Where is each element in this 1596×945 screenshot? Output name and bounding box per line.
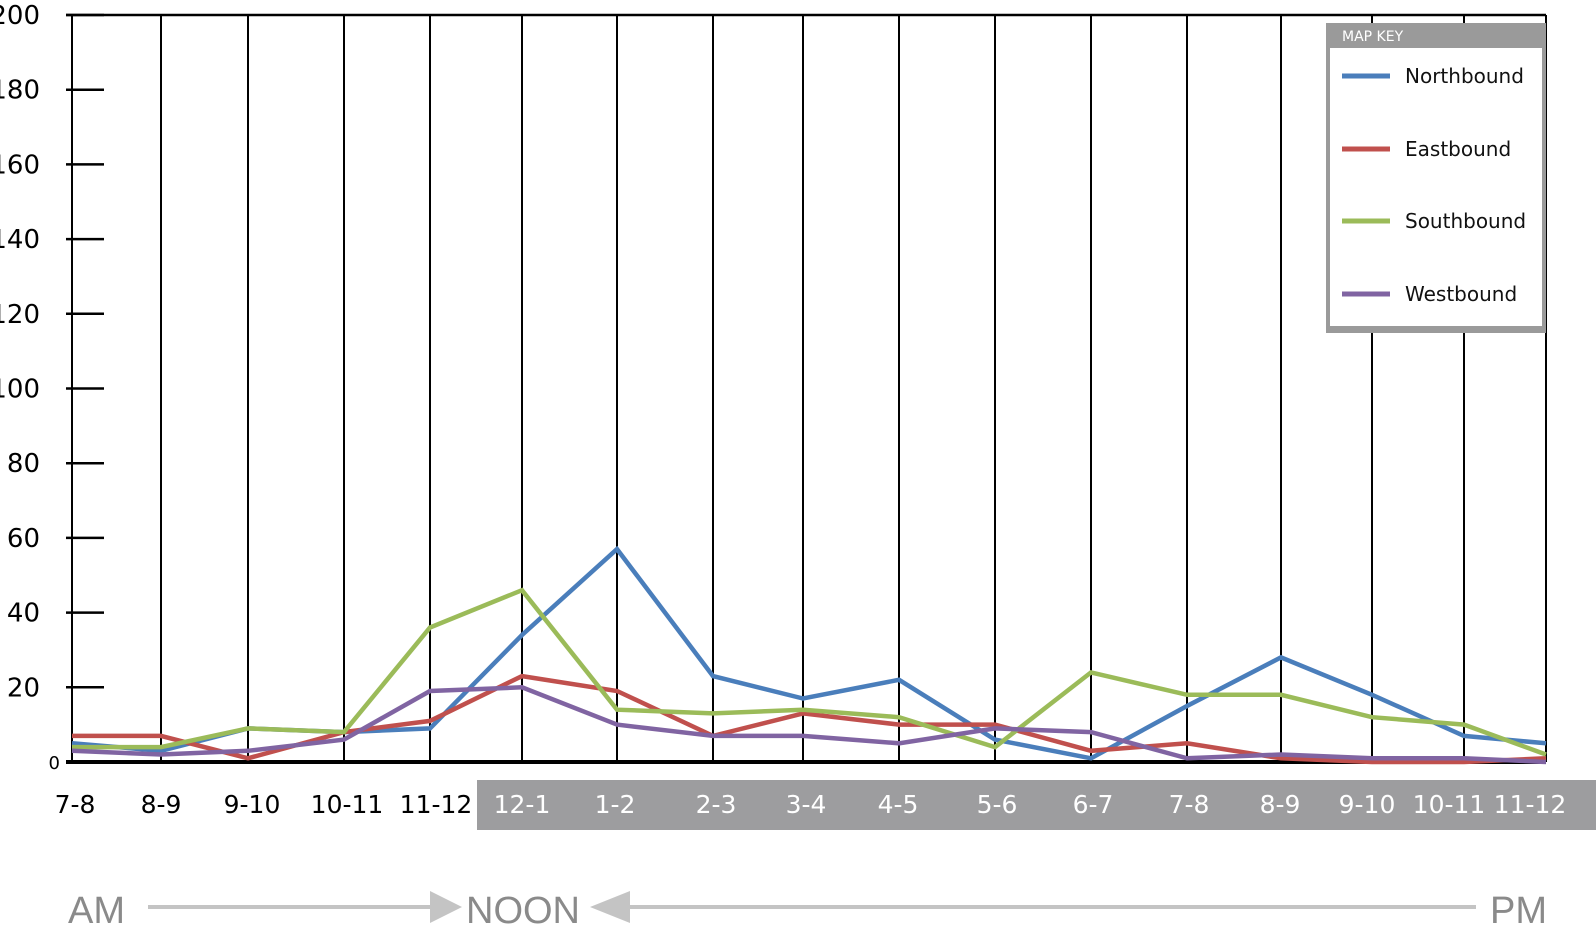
y-tick-label: 120 bbox=[0, 300, 40, 330]
y-tick-label: 20 bbox=[7, 673, 40, 703]
time-of-day-footer: AM NOON PM bbox=[68, 890, 1547, 932]
y-tick-label: 0 bbox=[49, 753, 60, 774]
legend-title: MAP KEY bbox=[1342, 29, 1404, 45]
legend-label-northbound: Northbound bbox=[1405, 64, 1524, 88]
series-line-eastbound bbox=[72, 673, 1547, 765]
series-line-southbound bbox=[72, 587, 1547, 757]
x-tick-label-14: 9-10 bbox=[1339, 790, 1396, 819]
series-lines bbox=[71, 545, 1547, 765]
x-tick-label-12: 7-8 bbox=[1169, 790, 1210, 819]
x-tick-label-7: 2-3 bbox=[696, 790, 737, 819]
x-tick-label-5: 12-1 bbox=[494, 790, 551, 819]
x-axis-labels: 7-8 8-9 9-10 10-11 11-12 12-1 1-2 2-3 3-4 4-5 5-6 6… bbox=[55, 790, 1567, 819]
y-tick-label: 60 bbox=[7, 524, 40, 554]
series-line-northbound bbox=[71, 545, 1547, 761]
legend-box bbox=[1330, 48, 1542, 326]
x-tick-label-10: 5-6 bbox=[977, 790, 1018, 819]
y-tick-label: 80 bbox=[7, 449, 40, 479]
legend-label-southbound: Southbound bbox=[1405, 209, 1526, 233]
y-tick-label: 160 bbox=[0, 150, 40, 180]
pm-label: PM bbox=[1490, 890, 1547, 932]
legend-label-eastbound: Eastbound bbox=[1405, 137, 1511, 161]
legend-items: Northbound Eastbound Southbound Westbound bbox=[1342, 64, 1526, 306]
y-tick-label: 140 bbox=[0, 225, 40, 255]
legend-label-westbound: Westbound bbox=[1405, 282, 1517, 306]
y-tick-label: 100 bbox=[0, 375, 40, 405]
x-tick-label-11: 6-7 bbox=[1073, 790, 1114, 819]
x-tick-label-6: 1-2 bbox=[595, 790, 636, 819]
x-tick-label-8: 3-4 bbox=[786, 790, 827, 819]
series-line-westbound bbox=[71, 685, 1547, 765]
noon-label: NOON bbox=[466, 890, 580, 932]
y-tick-label: 40 bbox=[7, 599, 40, 629]
x-tick-label-1: 8-9 bbox=[141, 790, 182, 819]
x-tick-label-0: 7-8 bbox=[55, 790, 96, 819]
legend: MAP KEY Northbound Eastbound Southbound Wes… bbox=[1326, 23, 1546, 333]
pm-label-band bbox=[477, 780, 1596, 830]
y-axis: 0 20 40 60 80 100 120 140 160 180 200 bbox=[0, 1, 104, 774]
x-tick-label-15: 10-11 bbox=[1413, 790, 1486, 819]
arrow-right-icon bbox=[430, 891, 462, 923]
y-tick-label: 200 bbox=[0, 1, 40, 31]
x-tick-label-4: 11-12 bbox=[400, 790, 473, 819]
x-tick-label-13: 8-9 bbox=[1260, 790, 1301, 819]
x-tick-label-2: 9-10 bbox=[224, 790, 281, 819]
legend-header bbox=[1326, 23, 1546, 48]
x-tick-label-3: 10-11 bbox=[311, 790, 384, 819]
arrow-left-icon bbox=[590, 891, 630, 923]
y-tick-label: 180 bbox=[0, 76, 40, 106]
am-label: AM bbox=[68, 890, 125, 932]
x-tick-label-16: 11-12 bbox=[1494, 790, 1567, 819]
vertical-gridlines bbox=[66, 13, 1547, 764]
pm-band-layer bbox=[477, 780, 1596, 830]
x-tick-label-9: 4-5 bbox=[878, 790, 919, 819]
